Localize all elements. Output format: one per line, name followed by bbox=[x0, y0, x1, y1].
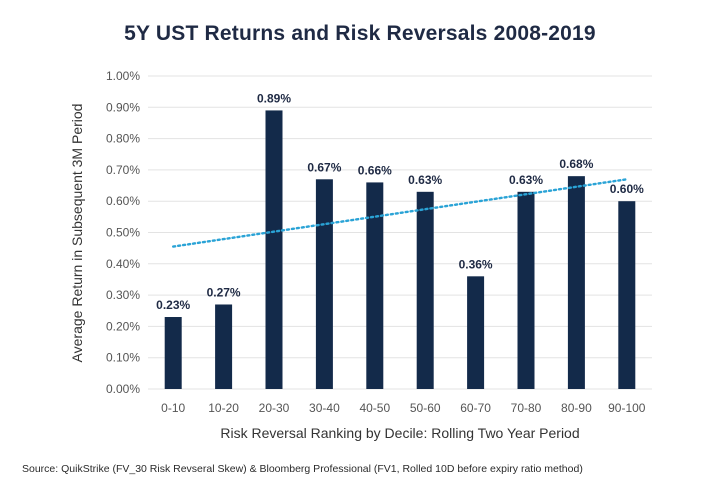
x-tick-label: 0-10 bbox=[161, 401, 185, 415]
x-tick-label: 30-40 bbox=[309, 401, 340, 415]
data-labels: 0.23% 0.27% 0.89% 0.67% 0.66% 0.63% 0.36% 0.63%… bbox=[156, 91, 644, 312]
data-label: 0.27% bbox=[207, 285, 241, 299]
x-tick-label: 70-80 bbox=[511, 401, 542, 415]
bars bbox=[164, 110, 636, 390]
trendline bbox=[171, 178, 628, 248]
y-tick-label: 0.00% bbox=[106, 382, 140, 396]
bar-10-20 bbox=[215, 304, 233, 389]
x-axis-ticks: 0-10 10-20 20-30 30-40 40-50 50-60 60-70 70-80 8… bbox=[161, 401, 646, 415]
data-label: 0.67% bbox=[307, 160, 341, 174]
y-tick-label: 0.10% bbox=[106, 351, 140, 365]
y-tick-label: 1.00% bbox=[106, 69, 140, 83]
y-tick-label: 0.20% bbox=[106, 319, 140, 333]
y-tick-label: 0.50% bbox=[106, 226, 140, 240]
bar-20-30 bbox=[265, 110, 283, 390]
data-label: 0.66% bbox=[358, 163, 392, 177]
data-label: 0.36% bbox=[459, 257, 493, 271]
data-label: 0.63% bbox=[408, 173, 442, 187]
bar-60-70 bbox=[467, 276, 485, 389]
chart-title: 5Y UST Returns and Risk Reversals 2008-2… bbox=[124, 22, 596, 45]
y-tick-label: 0.90% bbox=[106, 100, 140, 114]
bar-40-50 bbox=[366, 182, 384, 389]
bar-90-100 bbox=[618, 201, 636, 389]
y-tick-label: 0.60% bbox=[106, 194, 140, 208]
x-axis-label: Risk Reversal Ranking by Decile: Rolling… bbox=[220, 425, 579, 441]
bar-50-60 bbox=[416, 191, 434, 389]
y-tick-label: 0.70% bbox=[106, 163, 140, 177]
y-tick-label: 0.30% bbox=[106, 288, 140, 302]
data-label: 0.63% bbox=[509, 173, 543, 187]
x-tick-label: 20-30 bbox=[259, 401, 290, 415]
y-axis-label: Average Return in Subsequent 3M Period bbox=[69, 104, 85, 363]
x-tick-label: 50-60 bbox=[410, 401, 441, 415]
data-label: 0.23% bbox=[156, 298, 190, 312]
bar-30-40 bbox=[315, 179, 333, 389]
source-note: Source: QuikStrike (FV_30 Risk Revseral … bbox=[22, 463, 583, 475]
y-axis-ticks: 0.00% 0.10% 0.20% 0.30% 0.40% 0.50% 0.60% 0.70%… bbox=[106, 69, 140, 396]
trendline-group bbox=[171, 178, 628, 248]
x-tick-label: 80-90 bbox=[561, 401, 592, 415]
bar-70-80 bbox=[517, 191, 535, 389]
y-tick-label: 0.80% bbox=[106, 132, 140, 146]
bar-80-90 bbox=[567, 176, 585, 389]
data-label: 0.89% bbox=[257, 91, 291, 105]
y-tick-label: 0.40% bbox=[106, 257, 140, 271]
x-tick-label: 90-100 bbox=[608, 401, 646, 415]
x-tick-label: 40-50 bbox=[359, 401, 390, 415]
data-label: 0.60% bbox=[610, 182, 644, 196]
x-tick-label: 60-70 bbox=[460, 401, 491, 415]
data-label: 0.68% bbox=[559, 157, 593, 171]
x-tick-label: 10-20 bbox=[208, 401, 239, 415]
bar-0-10 bbox=[164, 317, 182, 389]
